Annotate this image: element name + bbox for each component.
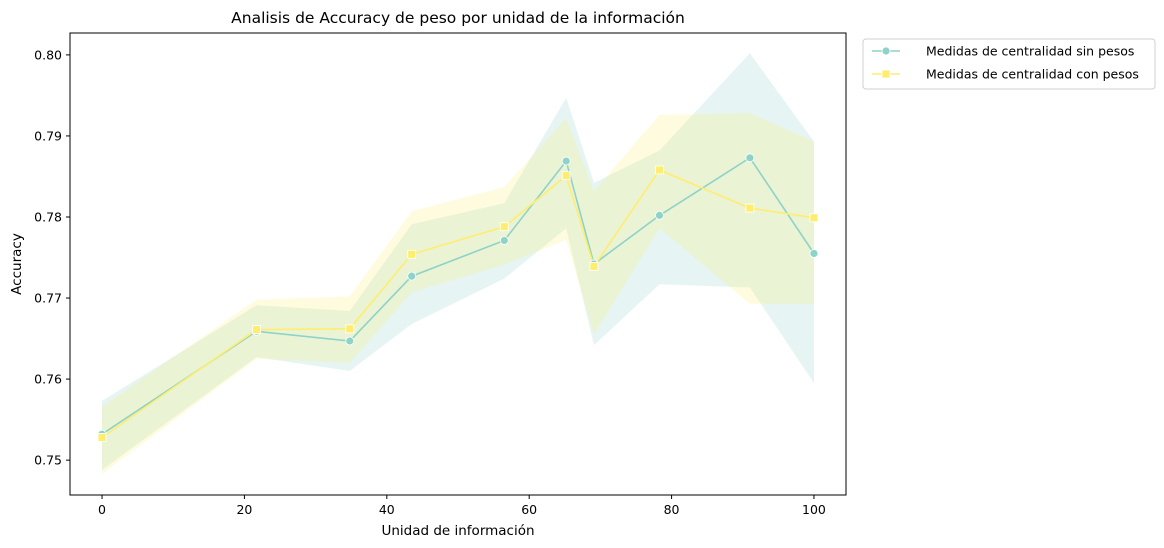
legend-marker-sin-pesos bbox=[881, 46, 891, 56]
series-lines bbox=[101, 156, 815, 439]
x-tick-label: 0 bbox=[98, 502, 106, 517]
y-tick-label: 0.76 bbox=[34, 372, 62, 387]
plot-frame bbox=[69, 32, 847, 496]
data-point-sin-pesos bbox=[499, 236, 509, 245]
series-markers bbox=[97, 153, 819, 442]
legend-label-con-pesos: Medidas de centralidad con pesos bbox=[926, 67, 1139, 82]
x-tick-label: 60 bbox=[521, 502, 537, 517]
y-tick-label: 0.79 bbox=[34, 128, 62, 143]
legend-marker-con-pesos bbox=[881, 69, 891, 79]
data-point-sin-pesos bbox=[345, 336, 355, 346]
data-point-con-pesos bbox=[809, 213, 819, 223]
series-line-con-pesos bbox=[101, 169, 815, 439]
data-point-con-pesos bbox=[655, 165, 664, 175]
confidence-bands bbox=[102, 53, 814, 474]
y-tick-label: 0.77 bbox=[34, 291, 62, 306]
data-point-sin-pesos bbox=[809, 249, 819, 258]
confidence-band-sin-pesos bbox=[102, 53, 814, 470]
x-axis-label: Unidad de información bbox=[381, 523, 534, 539]
data-point-con-pesos bbox=[499, 222, 509, 232]
y-tick-label: 0.78 bbox=[34, 209, 62, 224]
data-point-con-pesos bbox=[345, 324, 355, 334]
x-axis-ticks: 0 20 40 60 80 100 bbox=[98, 495, 826, 517]
chart-title: Analisis de Accuracy de peso por unidad … bbox=[231, 9, 685, 27]
x-tick-label: 20 bbox=[236, 502, 252, 517]
data-point-con-pesos bbox=[589, 262, 599, 271]
data-point-con-pesos bbox=[745, 203, 755, 213]
data-point-con-pesos bbox=[97, 433, 107, 442]
y-axis-ticks: 0.75 0.76 0.77 0.78 0.79 0.80 bbox=[34, 47, 70, 468]
legend-frame bbox=[862, 38, 1156, 90]
y-tick-label: 0.80 bbox=[34, 47, 62, 62]
x-tick-label: 80 bbox=[664, 502, 680, 517]
data-point-con-pesos bbox=[252, 325, 261, 335]
data-point-sin-pesos bbox=[655, 210, 664, 220]
x-tick-label: 40 bbox=[379, 502, 395, 517]
data-point-con-pesos bbox=[561, 171, 571, 181]
data-point-con-pesos bbox=[407, 249, 417, 259]
x-tick-label: 100 bbox=[802, 502, 826, 517]
y-axis-label: Accuracy bbox=[9, 233, 25, 295]
data-point-sin-pesos bbox=[407, 271, 417, 281]
legend: Medidas de centralidad sin pesos Medidas… bbox=[862, 38, 1156, 90]
data-point-sin-pesos bbox=[561, 156, 571, 166]
legend-label-sin-pesos: Medidas de centralidad sin pesos bbox=[926, 44, 1134, 59]
y-tick-label: 0.75 bbox=[34, 453, 62, 468]
data-point-sin-pesos bbox=[745, 153, 755, 163]
